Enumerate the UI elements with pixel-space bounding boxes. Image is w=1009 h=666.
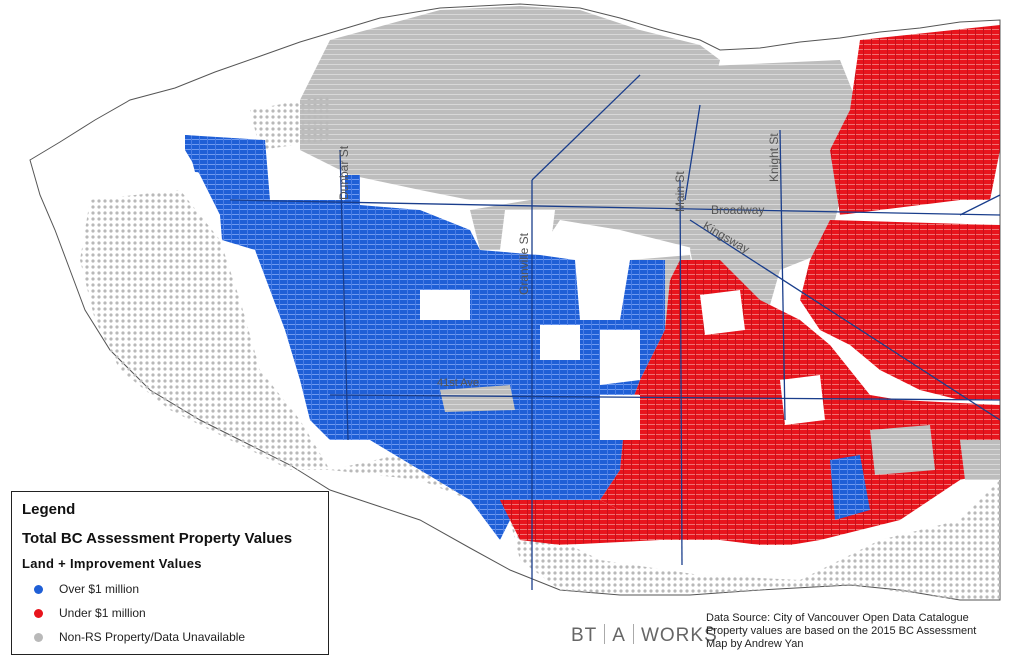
logo-part-a: A: [612, 625, 626, 646]
source-line-3: Map by Andrew Yan: [706, 638, 804, 650]
data-source-note: Data Source: City of Vancouver Open Data…: [706, 612, 976, 651]
legend-dot-over: [34, 585, 43, 594]
legend-title: Legend: [22, 501, 76, 518]
legend-item-over: Over $1 million: [34, 582, 139, 596]
legend-label-under: Under $1 million: [59, 606, 146, 620]
street-label-knight: Knight St: [767, 133, 781, 182]
legend-heading: Land + Improvement Values: [22, 556, 202, 571]
legend-label-na: Non-RS Property/Data Unavailable: [59, 630, 246, 644]
legend-dot-under: [34, 609, 43, 618]
legend-box: Legend Total BC Assessment Property Valu…: [11, 491, 329, 655]
source-line-2: Property values are based on the 2015 BC…: [706, 625, 977, 637]
logo-part-bt: BT: [571, 625, 598, 646]
legend-item-na: Non-RS Property/Data Unavailable: [34, 630, 245, 644]
source-line-1: Data Source: City of Vancouver Open Data…: [706, 612, 969, 624]
legend-item-under: Under $1 million: [34, 606, 146, 620]
street-label-broadway: Broadway: [711, 203, 764, 217]
logo-separator: [604, 624, 606, 644]
major-roads: [229, 74, 1001, 590]
street-label-41st-ave: 41st Ave: [437, 377, 479, 389]
btaworks-logo: BT A WORKS: [571, 624, 718, 647]
street-label-main: Main St: [673, 171, 687, 212]
legend-dot-na: [34, 633, 43, 642]
legend-subtitle: Total BC Assessment Property Values: [22, 530, 293, 547]
street-label-dunbar: Dunbar St: [337, 145, 351, 200]
street-label-granville: Granville St: [517, 232, 531, 295]
logo-separator: [632, 624, 634, 644]
under-1m-areas: [500, 25, 1000, 545]
legend-label-over: Over $1 million: [59, 582, 140, 596]
logo-part-works: WORKS: [640, 625, 718, 646]
